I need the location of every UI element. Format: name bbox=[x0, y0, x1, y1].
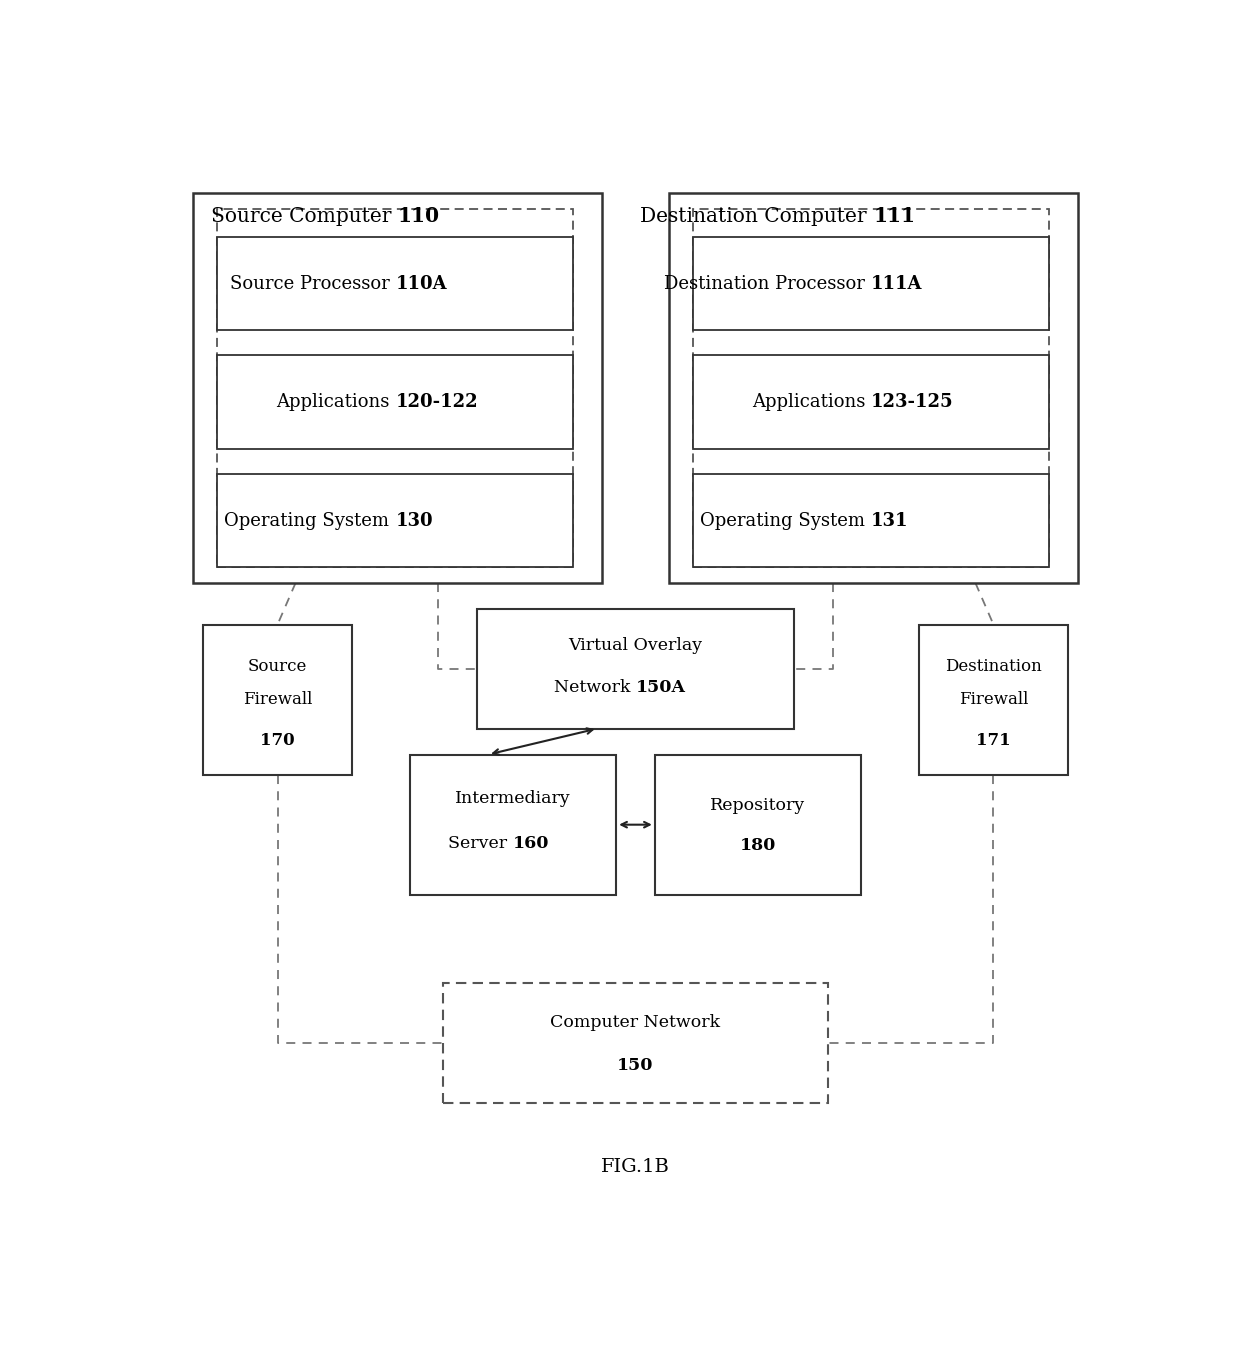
Text: Applications: Applications bbox=[751, 393, 870, 412]
Text: 120-122: 120-122 bbox=[396, 393, 477, 412]
Text: Repository: Repository bbox=[711, 798, 806, 814]
Bar bbox=[693, 236, 1049, 331]
Text: Destination Computer: Destination Computer bbox=[640, 207, 873, 225]
Bar bbox=[217, 236, 573, 331]
Bar bbox=[693, 355, 1049, 450]
Bar bbox=[409, 755, 616, 895]
Text: Operating System: Operating System bbox=[701, 512, 870, 529]
Bar bbox=[655, 755, 862, 895]
Bar bbox=[217, 355, 573, 450]
Bar bbox=[919, 625, 1068, 775]
Text: 171: 171 bbox=[976, 732, 1011, 749]
Text: 111A: 111A bbox=[870, 274, 923, 293]
Text: FIG.1B: FIG.1B bbox=[601, 1158, 670, 1176]
Bar bbox=[217, 474, 573, 567]
Bar bbox=[203, 625, 352, 775]
Text: Destination: Destination bbox=[945, 659, 1042, 675]
Text: Network: Network bbox=[553, 679, 635, 697]
Text: 111: 111 bbox=[873, 207, 915, 225]
Bar bbox=[217, 209, 573, 567]
Bar bbox=[477, 609, 794, 729]
Text: 180: 180 bbox=[740, 837, 776, 855]
Text: 170: 170 bbox=[260, 732, 295, 749]
Text: 130: 130 bbox=[396, 512, 433, 529]
Text: 160: 160 bbox=[513, 834, 549, 852]
Bar bbox=[670, 193, 1078, 583]
Text: Server: Server bbox=[449, 834, 513, 852]
Text: Firewall: Firewall bbox=[959, 691, 1028, 709]
Bar bbox=[693, 474, 1049, 567]
Bar bbox=[444, 983, 828, 1103]
Text: 131: 131 bbox=[870, 512, 909, 529]
Text: 110: 110 bbox=[398, 207, 440, 225]
Text: Computer Network: Computer Network bbox=[551, 1014, 720, 1030]
Text: Intermediary: Intermediary bbox=[455, 790, 570, 807]
Bar bbox=[693, 209, 1049, 567]
Text: Source: Source bbox=[248, 659, 308, 675]
Text: Source Computer: Source Computer bbox=[211, 207, 398, 225]
Text: 110A: 110A bbox=[396, 274, 446, 293]
Text: Firewall: Firewall bbox=[243, 691, 312, 709]
Bar bbox=[193, 193, 601, 583]
Text: Applications: Applications bbox=[277, 393, 396, 412]
Text: Virtual Overlay: Virtual Overlay bbox=[568, 637, 703, 655]
Text: 123-125: 123-125 bbox=[870, 393, 954, 412]
Text: Source Processor: Source Processor bbox=[229, 274, 396, 293]
Text: Operating System: Operating System bbox=[224, 512, 396, 529]
Text: 150: 150 bbox=[618, 1057, 653, 1075]
Text: 150A: 150A bbox=[635, 679, 686, 697]
Text: Destination Processor: Destination Processor bbox=[665, 274, 870, 293]
